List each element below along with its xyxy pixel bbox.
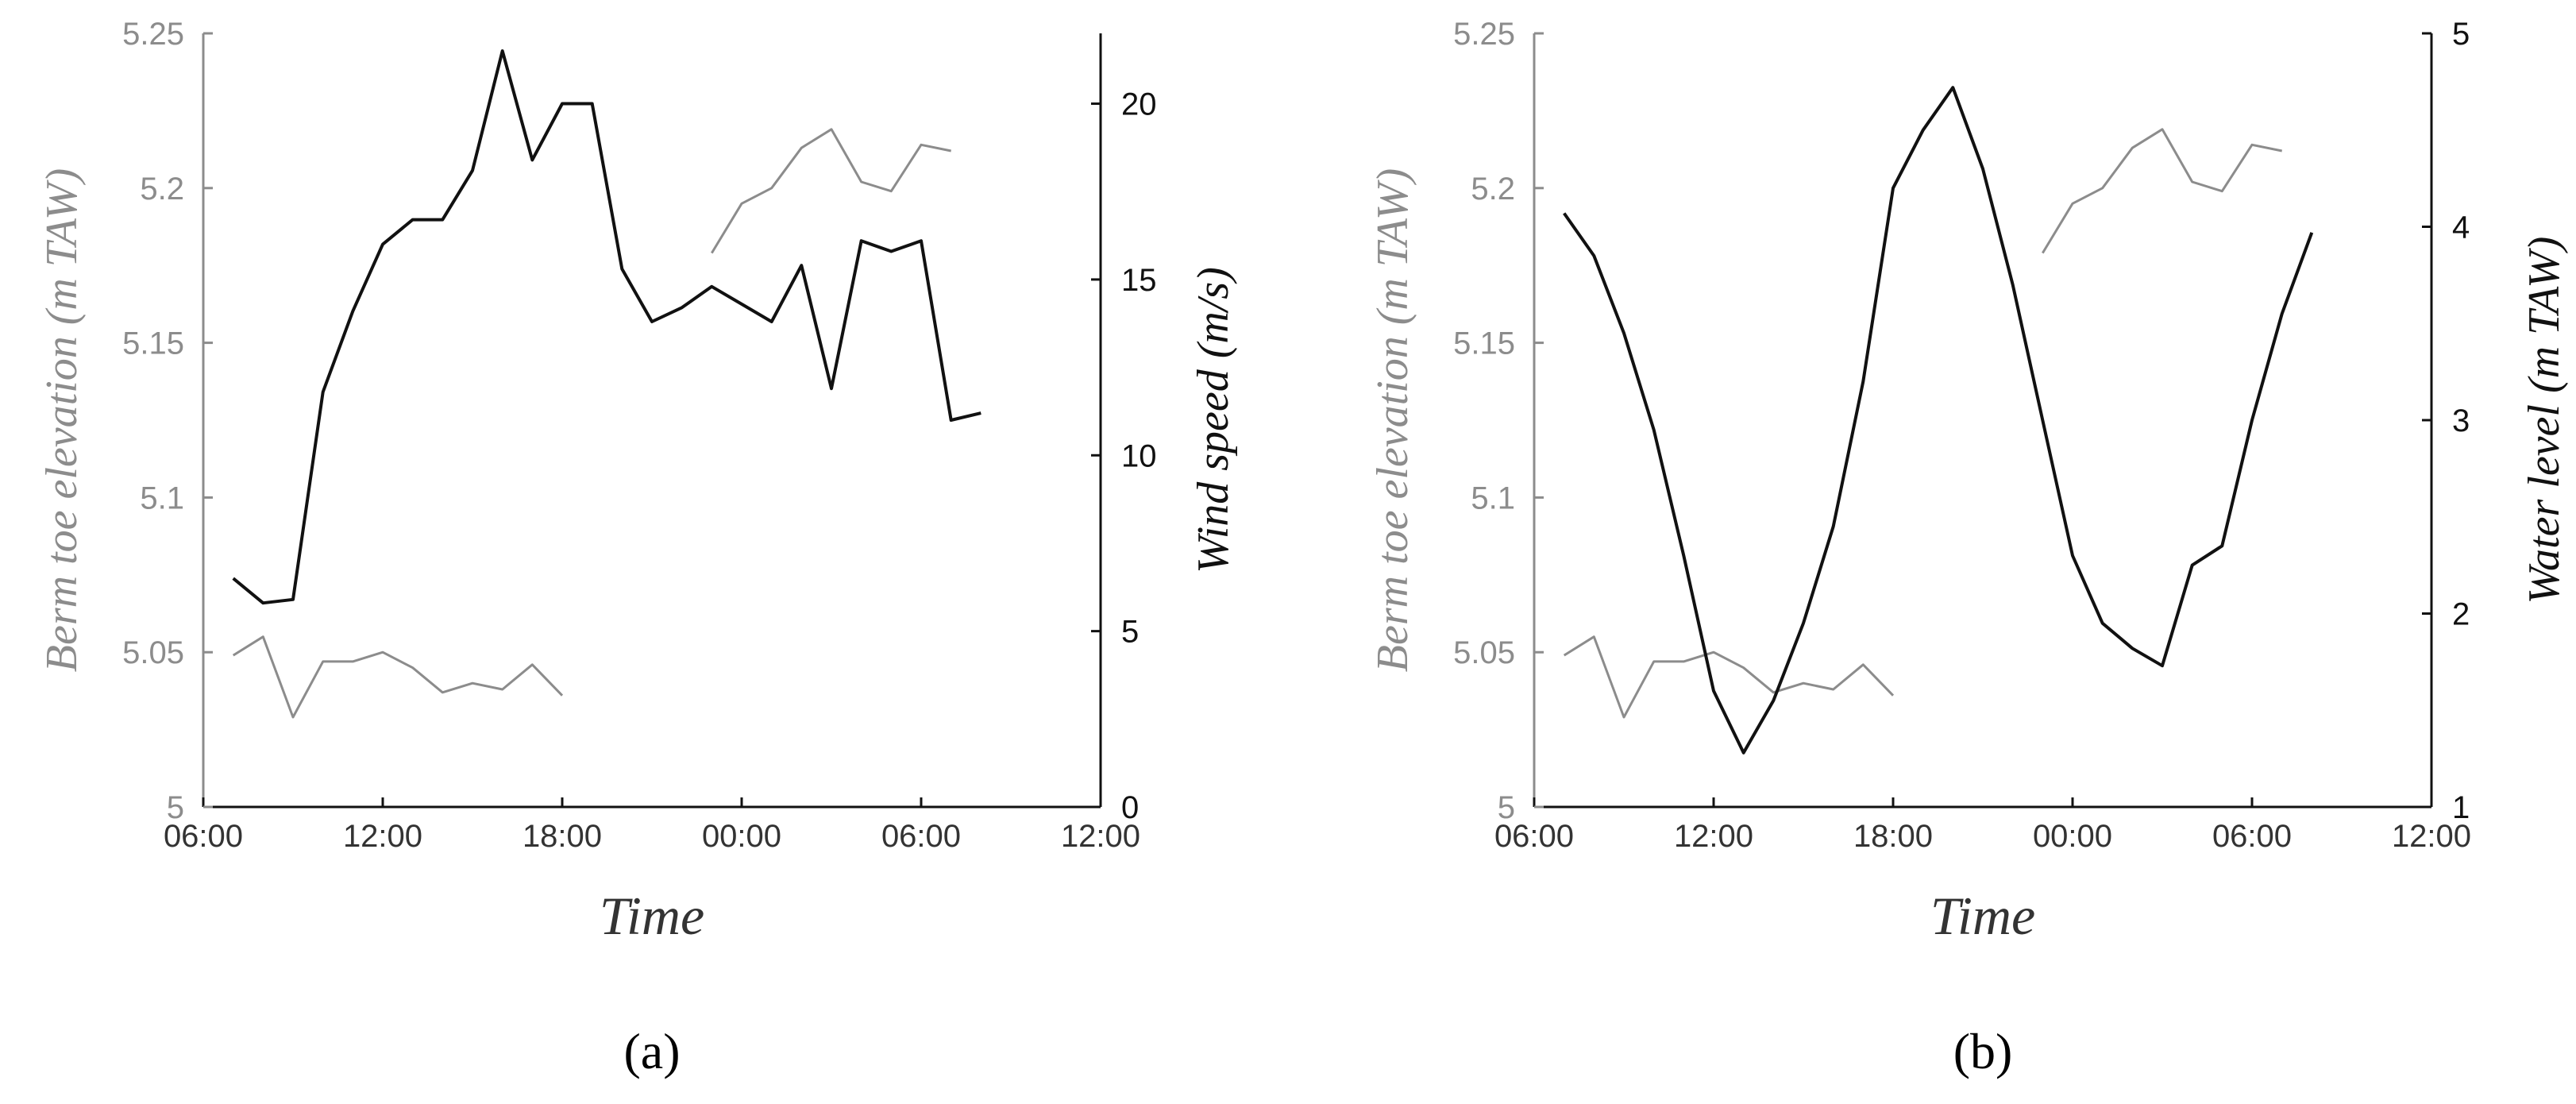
x-tick-label: 06:00 — [1494, 819, 1574, 854]
right-y-tick-label: 3 — [2452, 403, 2470, 438]
right-y-tick-label: 4 — [2452, 210, 2470, 245]
x-tick-label: 12:00 — [1674, 819, 1753, 854]
right-y-tick-label: 5 — [2452, 17, 2470, 52]
left-y-tick-label: 5.2 — [1471, 172, 1515, 207]
right-y-tick-label: 10 — [1121, 438, 1157, 473]
right-y-tick-label: 20 — [1121, 87, 1157, 122]
berm-elevation-line — [1563, 635, 1895, 719]
x-ticks: 06:00 12:00 18:00 00:00 06:00 12:00 — [164, 797, 1140, 854]
left-y-tick-label: 5 — [1498, 790, 1515, 825]
secondary-series-line — [1563, 86, 2314, 755]
left-y-tick-label: 5.25 — [1453, 17, 1515, 52]
left-y-tick-label: 5.15 — [122, 326, 184, 361]
left-y-tick-label: 5.15 — [1453, 326, 1515, 361]
x-tick-label: 18:00 — [523, 819, 602, 854]
x-tick-label: 12:00 — [1061, 819, 1140, 854]
left-y-tick-label: 5.25 — [122, 17, 184, 52]
series-layer — [1563, 86, 2314, 755]
panel-label: (b) — [1953, 1023, 2013, 1079]
left-y-tick-label: 5.05 — [1453, 635, 1515, 670]
left-y-tick-label: 5.1 — [1471, 481, 1515, 515]
right-y-tick-label: 15 — [1121, 263, 1157, 298]
x-tick-label: 00:00 — [2033, 819, 2112, 854]
left-y-axis-label: Berm toe elevation (m TAW) — [1368, 168, 1417, 672]
x-tick-label: 18:00 — [1853, 819, 1933, 854]
berm-elevation-line — [2042, 128, 2283, 254]
x-tick-label: 12:00 — [343, 819, 422, 854]
x-tick-label: 06:00 — [881, 819, 961, 854]
right-y-axis-label: Wind speed (m/s) — [1189, 267, 1238, 573]
left-y-tick-label: 5.1 — [140, 481, 184, 515]
x-tick-label: 06:00 — [164, 819, 243, 854]
right-y-tick-label: 5 — [1121, 615, 1139, 650]
left-y-tick-label: 5 — [167, 790, 184, 825]
left-y-ticks: 5 5.05 5.1 5.15 5.2 5.25 — [122, 17, 213, 825]
chart-panel-b: 06:00 12:00 18:00 00:00 06:00 12:00 55.055.15… — [1368, 17, 2569, 1079]
berm-elevation-line — [232, 635, 564, 719]
x-ticks: 06:00 12:00 18:00 00:00 06:00 12:00 — [1494, 797, 2471, 854]
x-tick-label: 12:00 — [2392, 819, 2471, 854]
x-axis-label: Time — [600, 886, 704, 946]
berm-elevation-line — [711, 128, 952, 254]
right-y-tick-label: 0 — [1121, 790, 1139, 825]
right-y-axis-label: Water level (m TAW) — [2520, 237, 2569, 604]
right-y-tick-label: 1 — [2452, 790, 2470, 825]
right-y-ticks: 0 5 10 15 20 — [1091, 87, 1157, 825]
x-axis-label: Time — [1930, 886, 2035, 946]
left-y-axis-label: Berm toe elevation (m TAW) — [37, 168, 87, 672]
left-y-tick-label: 5.2 — [140, 172, 184, 207]
x-tick-label: 06:00 — [2212, 819, 2292, 854]
x-tick-label: 00:00 — [702, 819, 781, 854]
panel-label: (a) — [623, 1023, 680, 1079]
left-y-tick-label: 5.05 — [122, 635, 184, 670]
chart-panel-a: 06:00 12:00 18:00 00:00 06:00 12:00 55.055.15… — [37, 17, 1238, 1079]
series-layer — [232, 49, 981, 719]
right-y-tick-label: 2 — [2452, 597, 2470, 632]
right-y-ticks: 1 2 3 4 5 — [2422, 17, 2470, 825]
secondary-series-line — [232, 49, 981, 605]
left-y-ticks: 5 5.05 5.1 5.15 5.2 5.25 — [1453, 17, 1544, 825]
